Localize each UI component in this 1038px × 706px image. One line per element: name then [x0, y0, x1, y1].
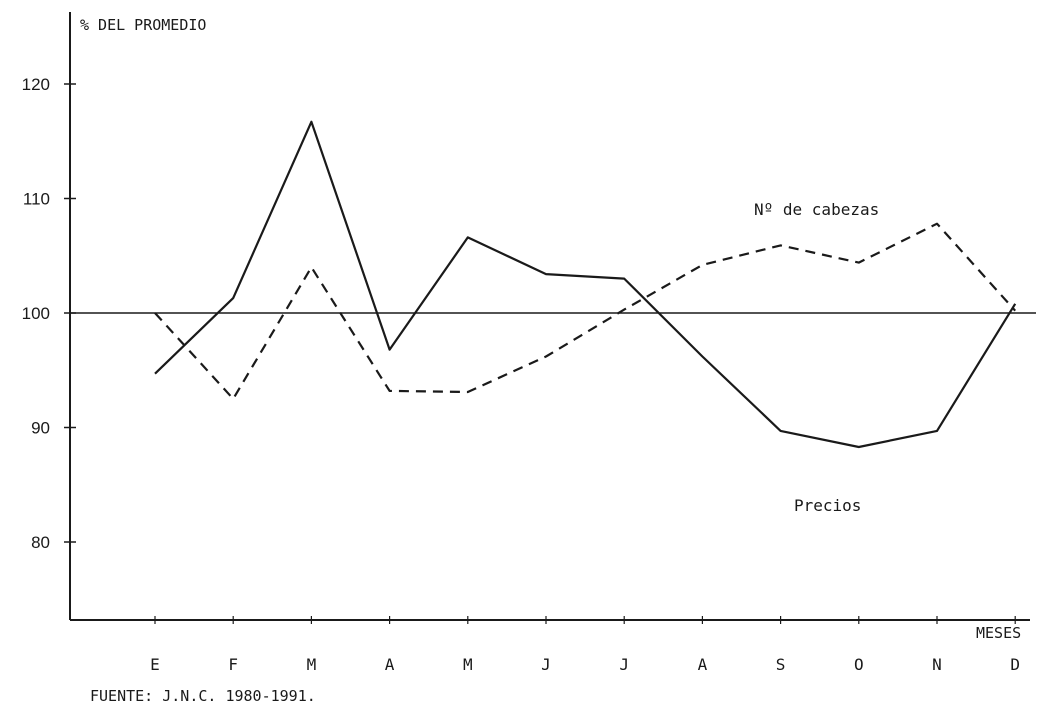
source-note: FUENTE: J.N.C. 1980-1991. [90, 687, 316, 705]
x-tick-label: D [1010, 655, 1020, 674]
series-label-cabezas: Nº de cabezas [754, 200, 879, 219]
y-tick-group: 120 110 100 90 80 [22, 75, 76, 552]
x-tick-label: J [619, 655, 629, 674]
x-tick-label: S [776, 655, 786, 674]
x-tick-label: N [932, 655, 942, 674]
chart-axes [69, 12, 1036, 621]
x-tick-label: A [385, 655, 395, 674]
series-group [154, 120, 1017, 449]
y-tick-label: 100 [22, 304, 50, 323]
y-axis-title: % DEL PROMEDIO [80, 16, 206, 34]
series-line-precios [154, 120, 1017, 449]
x-tick-label: E [150, 655, 160, 674]
x-tick-label: O [854, 655, 864, 674]
y-tick-label: 120 [22, 75, 50, 94]
x-tick-label: J [541, 655, 551, 674]
x-tick-label: A [698, 655, 708, 674]
y-tick-label: 80 [31, 533, 50, 552]
series-label-precios: Precios [794, 496, 861, 515]
x-axis-title: MESES [976, 624, 1021, 642]
x-tick-label: F [228, 655, 238, 674]
y-tick-label: 110 [23, 190, 50, 209]
x-tick-label: M [463, 655, 473, 674]
y-tick-label: 90 [31, 419, 50, 438]
series-line-cabezas [154, 222, 1017, 400]
x-tick-label: M [307, 655, 317, 674]
